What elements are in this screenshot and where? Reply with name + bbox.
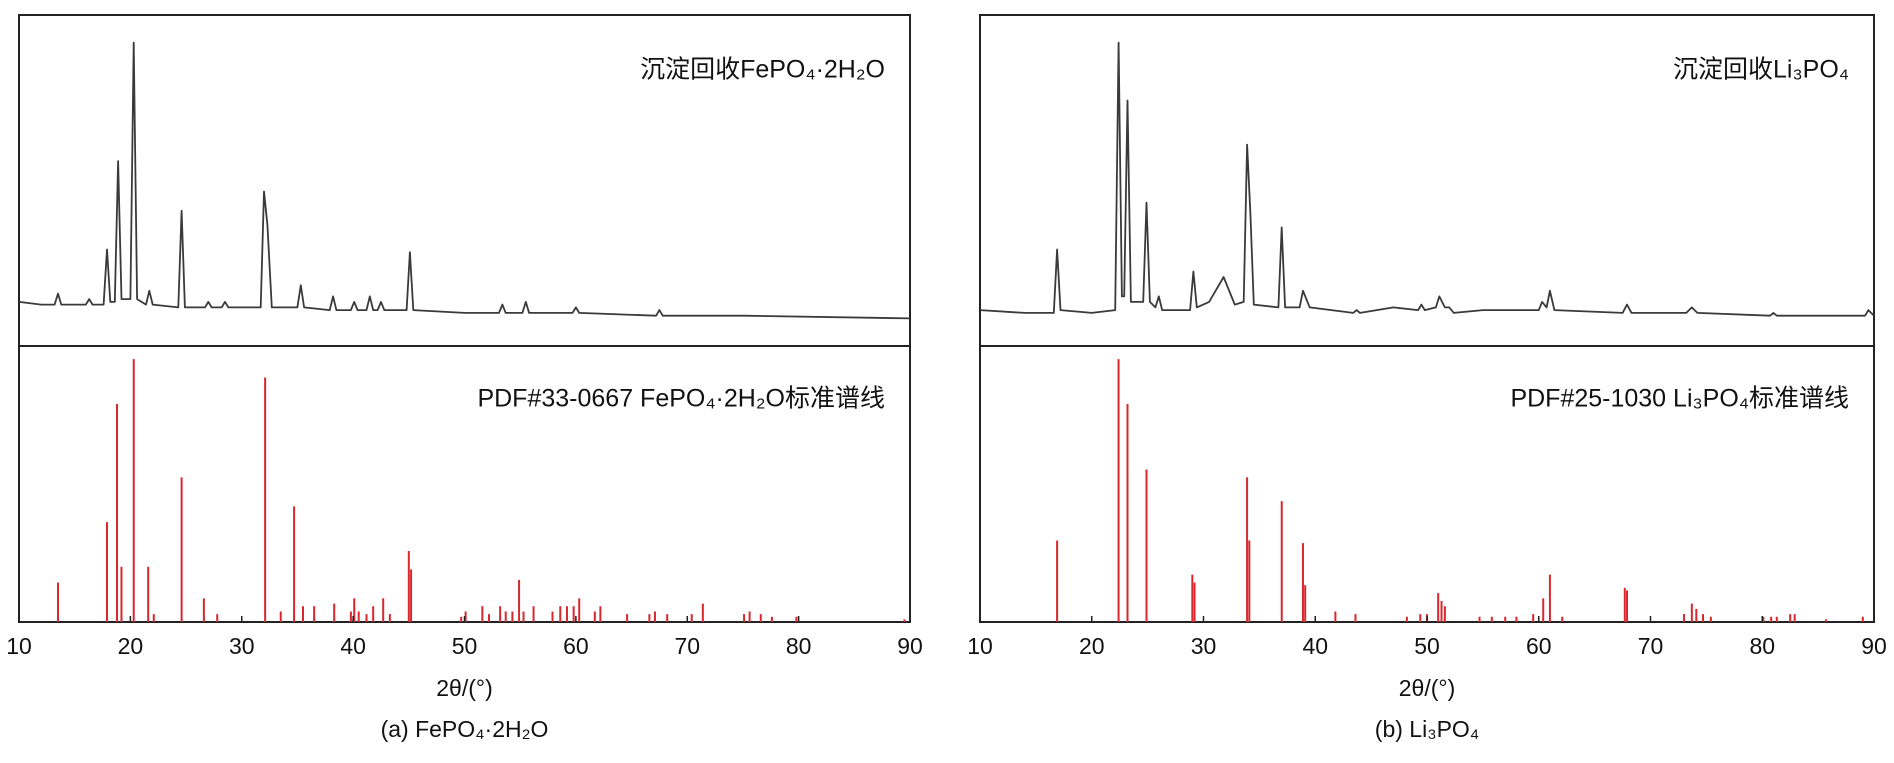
x-tick-label: 70 [674, 633, 700, 659]
reference-label: PDF#25-1030 Li₃PO₄标准谱线 [1510, 385, 1849, 413]
x-tick-label: 20 [118, 633, 144, 659]
x-tick-label: 90 [1861, 633, 1887, 659]
x-tick-label: 80 [786, 633, 812, 659]
x-tick-label: 90 [897, 633, 923, 659]
x-tick-label: 50 [452, 633, 478, 659]
x-tick-label: 70 [1638, 633, 1664, 659]
x-tick-label: 10 [6, 633, 32, 659]
measured-line [979, 41, 1875, 317]
caption: (b) Li₃PO₄ [1375, 716, 1479, 742]
plot-frame [979, 14, 1875, 623]
x-tick-label: 60 [1526, 633, 1552, 659]
x-tick-label: 40 [1302, 633, 1328, 659]
x-tick-label: 20 [1079, 633, 1105, 659]
x-axis-title: 2θ/(°) [1399, 675, 1456, 701]
x-tick-label: 60 [563, 633, 589, 659]
x-tick-label: 30 [229, 633, 255, 659]
x-tick-label: 30 [1191, 633, 1217, 659]
plot-frame [18, 14, 911, 623]
x-tick-label: 50 [1414, 633, 1440, 659]
measured-line [18, 41, 911, 320]
measured-label: 沉淀回收FePO₄·2H₂O [640, 56, 885, 84]
caption: (a) FePO₄·2H₂O [381, 716, 549, 742]
x-tick-label: 80 [1749, 633, 1775, 659]
x-tick-label: 10 [967, 633, 993, 659]
x-tick-label: 40 [340, 633, 366, 659]
reference-label: PDF#33-0667 FePO₄·2H₂O标准谱线 [477, 385, 885, 413]
measured-label: 沉淀回收Li₃PO₄ [1673, 56, 1849, 84]
x-axis-title: 2θ/(°) [436, 675, 493, 701]
